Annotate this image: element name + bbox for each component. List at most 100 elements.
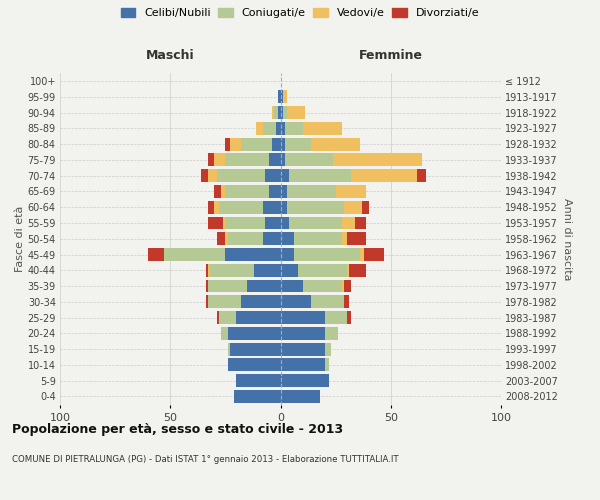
Bar: [283, 106, 287, 119]
Bar: [219, 311, 236, 324]
Bar: [227, 358, 281, 372]
Bar: [208, 170, 217, 182]
Bar: [281, 264, 298, 276]
Bar: [227, 232, 263, 245]
Bar: [281, 358, 325, 372]
Bar: [281, 296, 311, 308]
Bar: [223, 216, 226, 230]
Bar: [148, 248, 164, 261]
Bar: [311, 296, 344, 308]
Bar: [334, 154, 422, 166]
Bar: [311, 138, 360, 150]
Bar: [281, 374, 329, 387]
Bar: [226, 248, 281, 261]
Bar: [298, 264, 347, 276]
Bar: [265, 170, 281, 182]
Bar: [241, 296, 281, 308]
Bar: [347, 311, 351, 324]
Bar: [281, 185, 287, 198]
Bar: [236, 311, 281, 324]
Bar: [226, 216, 265, 230]
Bar: [285, 122, 302, 135]
Bar: [164, 248, 226, 261]
Text: Maschi: Maschi: [146, 50, 194, 62]
Bar: [355, 216, 367, 230]
Bar: [281, 280, 302, 292]
Bar: [325, 358, 329, 372]
Text: Femmine: Femmine: [359, 50, 423, 62]
Bar: [351, 170, 417, 182]
Bar: [285, 154, 334, 166]
Bar: [265, 216, 281, 230]
Bar: [226, 232, 227, 245]
Bar: [294, 248, 360, 261]
Bar: [234, 390, 281, 403]
Bar: [325, 311, 347, 324]
Legend: Celibi/Nubili, Coniugati/e, Vedovi/e, Divorziati/e: Celibi/Nubili, Coniugati/e, Vedovi/e, Di…: [118, 6, 482, 20]
Bar: [201, 170, 208, 182]
Bar: [236, 374, 281, 387]
Y-axis label: Anni di nascita: Anni di nascita: [562, 198, 572, 280]
Bar: [269, 154, 281, 166]
Bar: [217, 170, 265, 182]
Bar: [281, 170, 289, 182]
Bar: [417, 170, 426, 182]
Bar: [294, 232, 342, 245]
Bar: [230, 138, 241, 150]
Bar: [344, 296, 349, 308]
Bar: [208, 296, 241, 308]
Bar: [289, 170, 351, 182]
Bar: [208, 264, 210, 276]
Bar: [254, 264, 281, 276]
Bar: [208, 280, 247, 292]
Bar: [281, 342, 325, 355]
Bar: [263, 201, 281, 213]
Bar: [276, 122, 281, 135]
Bar: [272, 106, 274, 119]
Bar: [281, 106, 283, 119]
Bar: [289, 216, 342, 230]
Bar: [278, 90, 281, 104]
Bar: [217, 311, 219, 324]
Bar: [281, 248, 294, 261]
Bar: [226, 185, 269, 198]
Bar: [287, 201, 344, 213]
Bar: [281, 216, 289, 230]
Bar: [278, 106, 281, 119]
Bar: [281, 201, 287, 213]
Bar: [344, 280, 351, 292]
Bar: [214, 154, 226, 166]
Bar: [364, 248, 384, 261]
Text: COMUNE DI PIETRALUNGA (PG) - Dati ISTAT 1° gennaio 2013 - Elaborazione TUTTITALI: COMUNE DI PIETRALUNGA (PG) - Dati ISTAT …: [12, 455, 398, 464]
Bar: [221, 327, 227, 340]
Bar: [274, 106, 278, 119]
Bar: [347, 232, 367, 245]
Bar: [269, 185, 281, 198]
Bar: [325, 327, 338, 340]
Bar: [247, 280, 281, 292]
Bar: [349, 264, 367, 276]
Bar: [206, 280, 208, 292]
Bar: [283, 90, 287, 104]
Bar: [230, 342, 281, 355]
Bar: [281, 122, 285, 135]
Bar: [263, 232, 281, 245]
Bar: [206, 296, 208, 308]
Bar: [362, 201, 369, 213]
Bar: [302, 280, 342, 292]
Bar: [227, 327, 281, 340]
Bar: [302, 122, 342, 135]
Bar: [208, 216, 223, 230]
Y-axis label: Fasce di età: Fasce di età: [14, 206, 25, 272]
Bar: [285, 138, 311, 150]
Bar: [241, 138, 272, 150]
Bar: [281, 232, 294, 245]
Bar: [272, 138, 281, 150]
Bar: [221, 185, 226, 198]
Bar: [281, 90, 283, 104]
Bar: [219, 201, 263, 213]
Bar: [227, 342, 230, 355]
Bar: [206, 264, 208, 276]
Bar: [335, 185, 367, 198]
Bar: [325, 342, 331, 355]
